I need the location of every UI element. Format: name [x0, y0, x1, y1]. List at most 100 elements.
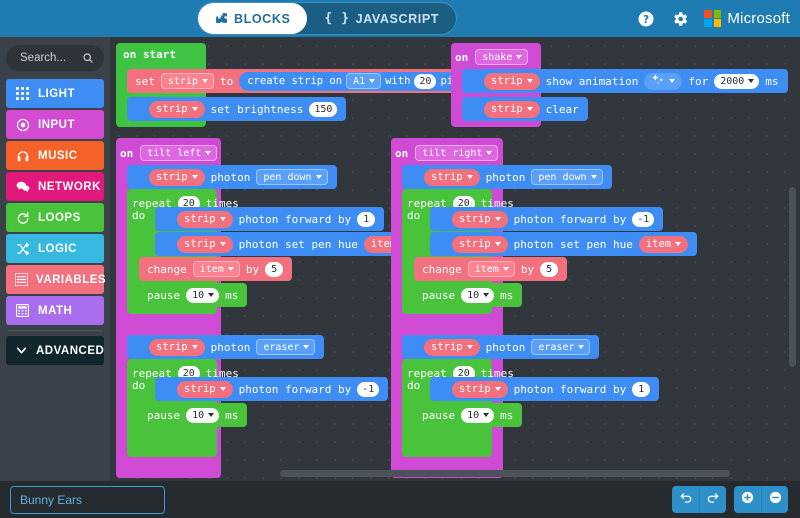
item-variable-dropdown[interactable]: item [192, 261, 240, 277]
photon-forward-block-2[interactable]: strip photon forward by -1 [155, 377, 389, 401]
forward-amount-field[interactable]: -1 [632, 211, 655, 227]
zoom-group [734, 486, 788, 513]
brightness-value-field[interactable]: 150 [309, 101, 338, 117]
repeat-count-field[interactable]: 20 [452, 365, 475, 381]
create-strip-block[interactable]: create strip on A1 with 20 pixels [239, 71, 487, 91]
speech-bubble-icon [15, 179, 30, 194]
sidebar-item-loops[interactable]: LOOPS [6, 203, 104, 232]
photon-forward-block-4[interactable]: strip photon forward by 1 [430, 377, 660, 401]
pause-duration-dropdown[interactable]: 10 [186, 407, 220, 423]
tilt-left-event-dropdown[interactable]: tilt left [140, 145, 218, 161]
strip-variable-reporter[interactable]: strip [177, 210, 233, 228]
photon-pen-down-block-r[interactable]: strip photon pen down [402, 165, 612, 189]
sidebar-item-math[interactable]: MATH [6, 296, 104, 325]
pause-duration-dropdown[interactable]: 10 [461, 287, 495, 303]
strip-variable-reporter[interactable]: strip [149, 338, 205, 356]
shake-event-dropdown[interactable]: shake [475, 49, 529, 65]
pause-block-4[interactable]: pause 10 ms [414, 403, 523, 427]
gear-icon[interactable] [670, 9, 690, 29]
strip-variable-reporter[interactable]: strip [484, 72, 540, 90]
forward-amount-field[interactable]: 1 [357, 211, 376, 227]
strip-variable-reporter[interactable]: strip [149, 168, 205, 186]
pen-mode-dropdown[interactable]: eraser [531, 339, 591, 355]
photon-eraser-block[interactable]: strip photon eraser [127, 335, 325, 359]
pen-mode-dropdown[interactable]: eraser [256, 339, 316, 355]
strip-variable-reporter[interactable]: strip [177, 235, 233, 253]
strip-variable-reporter[interactable]: strip [424, 338, 480, 356]
set-strip-block[interactable]: set strip to create strip on A1 with 20 … [127, 69, 496, 93]
photon-pen-down-block[interactable]: strip photon pen down [127, 165, 337, 189]
pause-duration-dropdown[interactable]: 10 [186, 287, 220, 303]
zoom-out-button[interactable] [761, 486, 788, 513]
on-shake-header[interactable]: on shake [455, 45, 529, 69]
change-amount-field[interactable]: 5 [540, 261, 559, 277]
tab-javascript[interactable]: { } JAVASCRIPT [307, 3, 456, 34]
on-tilt-left-header[interactable]: on tilt left [120, 141, 218, 165]
strip-variable-reporter[interactable]: strip [452, 380, 508, 398]
zoom-in-button[interactable] [734, 486, 761, 513]
sidebar-item-variables[interactable]: VARIABLES [6, 265, 106, 294]
pause-label: pause [147, 288, 181, 302]
sidebar-item-network[interactable]: NETWORK [6, 172, 104, 201]
workspace-horizontal-scrollbar[interactable] [280, 470, 730, 477]
pause-block-3[interactable]: pause 10 ms [414, 283, 523, 307]
pixel-count-field[interactable]: 20 [414, 73, 437, 89]
repeat-count-field[interactable]: 20 [177, 365, 200, 381]
change-amount-field[interactable]: 5 [265, 261, 284, 277]
sidebar-item-light[interactable]: LIGHT [6, 79, 104, 108]
redo-button[interactable] [699, 486, 726, 513]
tab-blocks[interactable]: BLOCKS [198, 3, 308, 34]
photon-set-pen-hue-block-2[interactable]: strip photon set pen hue item [430, 232, 698, 256]
repeat-label: repeat [132, 196, 172, 210]
repeat-2-header[interactable]: repeat 20 times [132, 361, 239, 385]
animation-picker-dropdown[interactable] [644, 72, 683, 90]
blocks-workspace[interactable]: on start set strip to create strip on A1… [110, 37, 800, 481]
project-name-input[interactable] [11, 487, 164, 513]
change-item-block-2[interactable]: change item by 5 [414, 257, 568, 281]
pause-block-2[interactable]: pause 10 ms [139, 403, 248, 427]
photon-eraser-block-2[interactable]: strip photon eraser [402, 335, 600, 359]
forward-amount-field[interactable]: -1 [357, 381, 380, 397]
repeat-count-field[interactable]: 20 [452, 195, 475, 211]
pause-duration-dropdown[interactable]: 10 [461, 407, 495, 423]
forward-amount-field[interactable]: 1 [632, 381, 651, 397]
pin-dropdown[interactable]: A1 [346, 73, 382, 89]
pause-block-1[interactable]: pause 10 ms [139, 283, 248, 307]
strip-variable-dropdown[interactable]: strip [160, 73, 214, 89]
search-input[interactable]: Search... [6, 45, 104, 71]
photon-forward-block-3[interactable]: strip photon forward by -1 [430, 207, 664, 231]
strip-variable-reporter[interactable]: strip [452, 210, 508, 228]
item-variable-dropdown[interactable]: item [467, 261, 515, 277]
photon-set-pen-hue-block-1[interactable]: strip photon set pen hue item [155, 232, 423, 256]
duration-dropdown[interactable]: 2000 [714, 73, 760, 89]
change-item-block-1[interactable]: change item by 5 [139, 257, 293, 281]
help-icon[interactable]: ? [636, 9, 656, 29]
show-animation-block[interactable]: strip show animation for 2000 ms [462, 69, 788, 93]
strip-variable-reporter[interactable]: strip [452, 235, 508, 253]
repeat-count-field[interactable]: 20 [177, 195, 200, 211]
sidebar-item-advanced[interactable]: ADVANCED [6, 336, 104, 365]
repeat-3-header[interactable]: repeat 20 times [407, 191, 514, 215]
tilt-right-event-dropdown[interactable]: tilt right [415, 145, 499, 161]
strip-variable-reporter[interactable]: strip [424, 168, 480, 186]
strip-clear-block[interactable]: strip clear [462, 97, 588, 121]
chevron-down-icon [578, 345, 585, 349]
item-variable-reporter[interactable]: item [638, 235, 689, 253]
repeat-4-header[interactable]: repeat 20 times [407, 361, 514, 385]
set-brightness-block[interactable]: strip set brightness 150 [127, 97, 347, 121]
strip-variable-reporter[interactable]: strip [177, 380, 233, 398]
strip-variable-reporter[interactable]: strip [484, 100, 540, 118]
repeat-1-header[interactable]: repeat 20 times [132, 191, 239, 215]
pen-mode-dropdown[interactable]: pen down [531, 169, 603, 185]
workspace-vertical-scrollbar[interactable] [789, 187, 796, 367]
sidebar-item-input[interactable]: INPUT [6, 110, 104, 139]
microsoft-logo[interactable]: Microsoft [704, 10, 790, 27]
strip-variable-reporter[interactable]: strip [149, 100, 205, 118]
sidebar-item-logic[interactable]: LOGIC [6, 234, 104, 263]
sidebar-item-music[interactable]: MUSIC [6, 141, 104, 170]
photon-forward-block-1[interactable]: strip photon forward by 1 [155, 207, 385, 231]
undo-button[interactable] [672, 486, 699, 513]
on-tilt-right-header[interactable]: on tilt right [395, 141, 499, 165]
pen-mode-dropdown[interactable]: pen down [256, 169, 328, 185]
